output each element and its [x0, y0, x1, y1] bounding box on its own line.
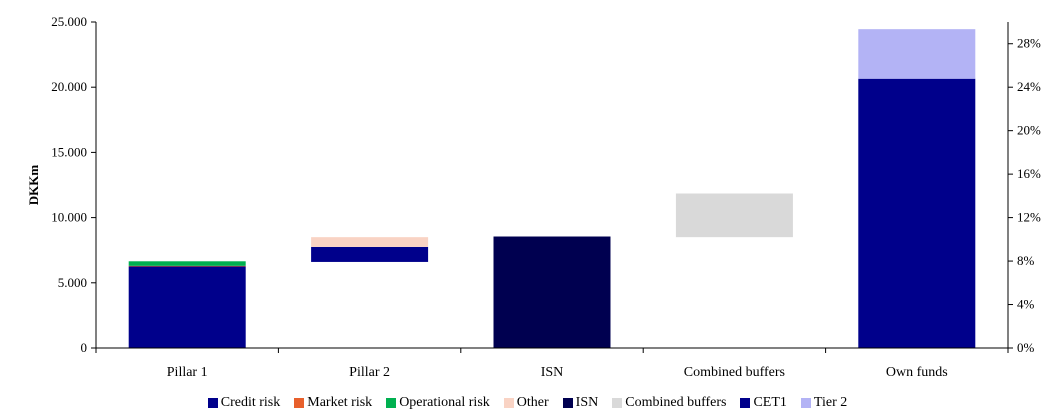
bar-credit-risk: [128, 266, 246, 348]
legend-swatch: [740, 397, 751, 408]
y2-tick-label: 24%: [1017, 79, 1041, 94]
x-tick-label: Pillar 1: [167, 365, 208, 380]
ticks-layer: [91, 21, 1013, 353]
bar-isn: [493, 236, 611, 348]
y-tick-label: 20.000: [51, 79, 87, 94]
legend-label: Combined buffers: [625, 394, 727, 410]
y-tick-label: 15.000: [51, 144, 87, 159]
legend-item: ISN: [562, 394, 599, 411]
legend-swatch: [503, 397, 514, 408]
bar-combined-buffers: [675, 193, 793, 238]
y-tick-label: 10.000: [51, 210, 87, 225]
x-tick-label: Pillar 2: [349, 365, 390, 380]
x-tick-label: Own funds: [886, 365, 948, 380]
legend-item: Tier 2: [800, 394, 848, 411]
legend-swatch: [207, 397, 218, 408]
bar-other: [311, 237, 429, 247]
y2-tick-label: 8%: [1017, 253, 1035, 268]
y2-tick-label: 28%: [1017, 36, 1041, 51]
bar-cet1: [858, 78, 976, 348]
y2-tick-label: 4%: [1017, 297, 1035, 312]
legend-label: Operational risk: [399, 394, 490, 410]
y2-tick-label: 20%: [1017, 123, 1041, 138]
chart: 0 5.000 10.000 15.000 20.000 25.000 0% 4% 8% 12% 1…: [26, 14, 1041, 380]
legend-item: Combined buffers: [612, 395, 726, 411]
legend-swatch: [386, 397, 397, 408]
legend-item: Credit risk: [207, 394, 281, 411]
legend-item: CET1: [740, 394, 787, 411]
y2-tick-label: 0%: [1017, 340, 1035, 355]
legend-label: Tier 2: [813, 394, 848, 410]
legend-label: Other: [516, 394, 549, 410]
bar-operational-risk: [128, 261, 246, 266]
x-tick-label: ISN: [541, 365, 564, 380]
legend-swatch: [562, 397, 573, 408]
y2-tick-label: 12%: [1017, 210, 1041, 225]
legend: Credit risk Market risk Operational risk Ot…: [0, 393, 1055, 412]
legend-label: CET1: [753, 394, 787, 410]
legend-item: Other: [503, 394, 549, 411]
legend-swatch: [800, 397, 811, 408]
bar-tier-2: [858, 29, 976, 79]
labels-layer: 0 5.000 10.000 15.000 20.000 25.000 0% 4% 8% 12% 1…: [51, 14, 1041, 380]
y-tick-label: 0: [81, 340, 88, 355]
legend-item: Operational risk: [386, 395, 490, 411]
y-tick-label: 5.000: [58, 275, 87, 290]
legend-label: Credit risk: [220, 394, 281, 410]
legend-swatch: [294, 397, 305, 408]
y-axis-title: DKKm: [26, 165, 41, 206]
legend-swatch: [612, 397, 623, 408]
bar-market-risk: [128, 265, 246, 267]
y2-tick-label: 16%: [1017, 166, 1041, 181]
legend-label: ISN: [575, 394, 599, 410]
legend-item: Market risk: [294, 395, 372, 411]
bars-layer: [128, 29, 976, 348]
y-tick-label: 25.000: [51, 14, 87, 29]
legend-label: Market risk: [307, 394, 373, 410]
bar-credit-risk: [311, 246, 429, 262]
x-tick-label: Combined buffers: [684, 365, 785, 380]
